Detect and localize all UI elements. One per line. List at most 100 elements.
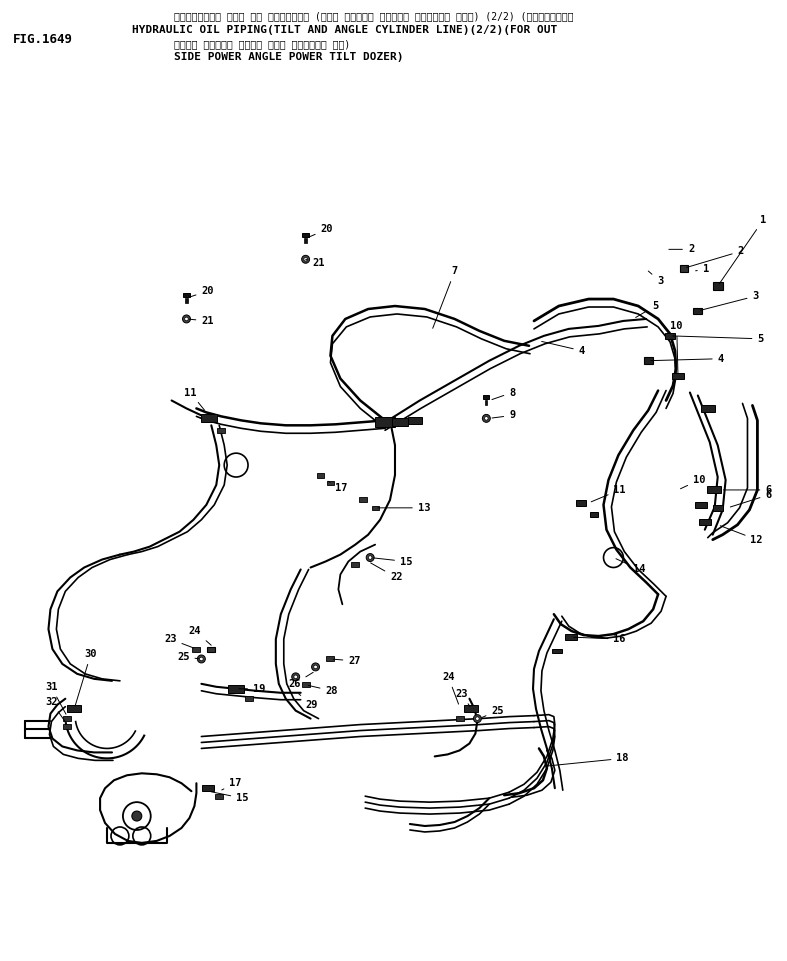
Circle shape — [368, 555, 372, 559]
Text: 22: 22 — [371, 563, 402, 582]
Text: 3: 3 — [648, 271, 663, 286]
Bar — [408, 417, 422, 424]
Bar — [576, 500, 586, 505]
Bar — [392, 418, 408, 427]
Bar — [185, 298, 187, 303]
Text: 26: 26 — [288, 673, 313, 689]
Bar — [552, 649, 562, 653]
Text: 25: 25 — [177, 652, 198, 662]
Bar — [217, 428, 225, 432]
Bar — [327, 656, 334, 661]
Text: 5: 5 — [636, 301, 658, 317]
Bar — [301, 682, 309, 687]
Bar — [456, 716, 464, 721]
Text: 15: 15 — [373, 556, 412, 567]
Text: 19: 19 — [239, 684, 265, 694]
Bar — [707, 486, 721, 493]
Text: 30: 30 — [75, 649, 97, 706]
Text: FIG.1649: FIG.1649 — [13, 33, 72, 45]
Text: 20: 20 — [189, 286, 214, 297]
Bar — [693, 308, 702, 314]
Circle shape — [200, 657, 203, 661]
Circle shape — [366, 554, 374, 561]
Text: 17: 17 — [222, 778, 242, 790]
Bar — [216, 794, 224, 799]
Text: 24: 24 — [442, 672, 459, 704]
Bar — [483, 396, 490, 400]
Bar — [699, 519, 711, 525]
Bar — [63, 716, 72, 721]
Bar — [183, 292, 190, 297]
Bar — [713, 283, 722, 290]
Text: ハイドロリック オイル バ イビング・ (チルト オヨビ・ アングル シリンダー ライン) (2/2) (アウトサイド・: ハイドロリック オイル バ イビング・ (チルト オヨビ・ アングル… — [174, 11, 573, 21]
Circle shape — [475, 717, 479, 721]
Circle shape — [474, 715, 482, 723]
Bar — [680, 264, 688, 272]
Text: 16: 16 — [574, 634, 626, 644]
Bar — [672, 373, 684, 379]
Bar — [464, 705, 478, 712]
Circle shape — [183, 315, 190, 323]
Text: 4: 4 — [541, 341, 585, 356]
Bar — [700, 405, 715, 412]
Circle shape — [198, 655, 205, 663]
Text: パ゙ワー アングル パ゙ワー チルト ドーザー ヨウ): パ゙ワー アングル パ゙ワー チルト ドーザー ヨウ) — [174, 39, 349, 50]
Text: 6: 6 — [730, 490, 771, 507]
Text: 25: 25 — [482, 705, 504, 718]
Text: 17: 17 — [328, 481, 348, 493]
Bar — [371, 505, 379, 510]
Bar — [375, 417, 395, 428]
Circle shape — [292, 673, 300, 680]
Bar — [351, 562, 359, 567]
Circle shape — [185, 317, 188, 321]
Bar — [359, 498, 368, 503]
Text: 31: 31 — [45, 681, 66, 714]
Text: 11: 11 — [184, 387, 205, 410]
Text: 2: 2 — [686, 246, 744, 267]
Bar — [63, 724, 72, 729]
Bar — [68, 705, 81, 712]
Text: HYDRAULIC OIL PIPING(TILT AND ANGLE CYLINDER LINE)(2/2)(FOR OUT: HYDRAULIC OIL PIPING(TILT AND ANGLE CYLI… — [132, 25, 557, 35]
Text: 24: 24 — [189, 627, 211, 645]
Text: 32: 32 — [45, 697, 65, 723]
Text: 3: 3 — [700, 291, 759, 310]
Text: 10: 10 — [671, 321, 683, 373]
Text: 9: 9 — [492, 410, 515, 420]
Text: 2: 2 — [669, 244, 694, 255]
Text: 7: 7 — [433, 266, 458, 329]
Text: 21: 21 — [189, 316, 214, 326]
Circle shape — [301, 256, 309, 263]
Bar — [302, 233, 309, 237]
Text: 12: 12 — [720, 526, 763, 545]
Text: 1: 1 — [696, 264, 709, 274]
Bar — [486, 400, 487, 405]
Circle shape — [132, 811, 142, 821]
Text: 5: 5 — [673, 333, 763, 344]
Circle shape — [294, 675, 297, 678]
Bar — [305, 238, 307, 243]
Text: 15: 15 — [211, 792, 249, 803]
Bar — [228, 685, 244, 693]
Text: 11: 11 — [591, 485, 626, 502]
Text: 8: 8 — [492, 387, 515, 400]
Circle shape — [485, 416, 488, 420]
Text: 6: 6 — [723, 485, 771, 495]
Bar — [589, 512, 597, 517]
Bar — [665, 333, 675, 339]
Bar — [201, 414, 217, 422]
Bar — [327, 481, 334, 485]
Text: 21: 21 — [305, 259, 325, 268]
Bar — [695, 502, 707, 507]
Bar — [316, 473, 324, 478]
Text: SIDE POWER ANGLE POWER TILT DOZER): SIDE POWER ANGLE POWER TILT DOZER) — [174, 53, 403, 62]
Text: 29: 29 — [299, 694, 318, 709]
Text: 28: 28 — [309, 685, 338, 696]
Text: 10: 10 — [681, 475, 705, 489]
Bar — [207, 647, 216, 652]
Bar — [245, 697, 253, 702]
Text: 1: 1 — [719, 214, 767, 283]
Bar — [713, 505, 722, 511]
Text: 23: 23 — [455, 689, 470, 706]
Circle shape — [312, 663, 320, 671]
Bar — [202, 785, 214, 791]
